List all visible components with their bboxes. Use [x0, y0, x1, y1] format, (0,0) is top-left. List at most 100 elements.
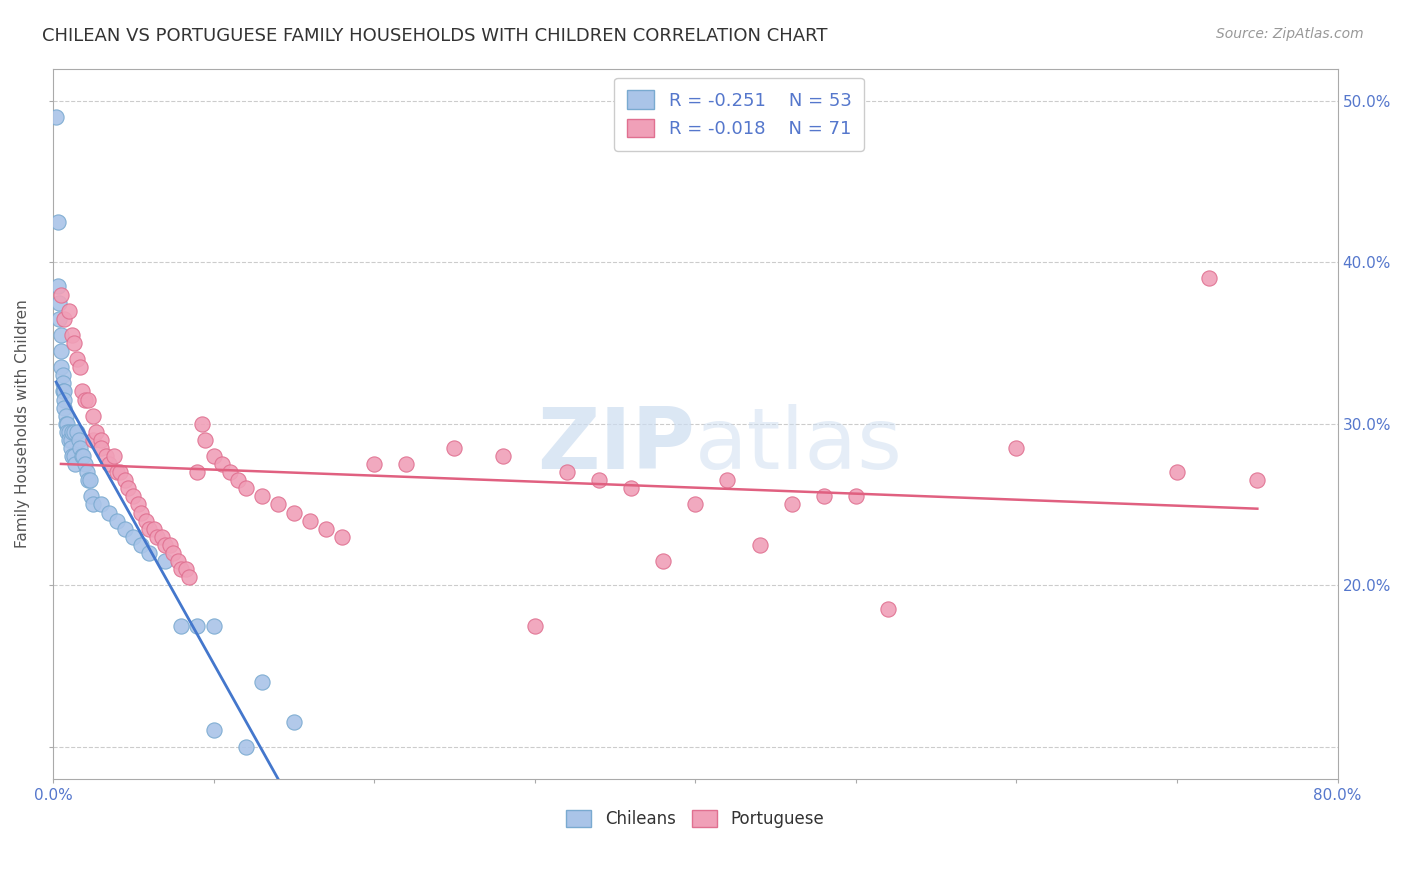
- Point: [114, 522, 136, 536]
- Point: [155, 554, 177, 568]
- Point: [53, 392, 76, 407]
- Point: [620, 481, 643, 495]
- Point: [66, 425, 89, 439]
- Point: [716, 473, 738, 487]
- Point: [555, 465, 578, 479]
- Point: [211, 457, 233, 471]
- Point: [62, 336, 84, 351]
- Point: [150, 530, 173, 544]
- Point: [51, 376, 73, 391]
- Point: [250, 489, 273, 503]
- Point: [84, 425, 107, 439]
- Point: [202, 723, 225, 738]
- Point: [45, 110, 67, 124]
- Point: [250, 675, 273, 690]
- Point: [315, 522, 337, 536]
- Point: [143, 522, 166, 536]
- Point: [49, 360, 72, 375]
- Point: [127, 498, 149, 512]
- Point: [105, 514, 128, 528]
- Point: [60, 449, 83, 463]
- Point: [267, 498, 290, 512]
- Point: [845, 489, 868, 503]
- Point: [129, 538, 152, 552]
- Point: [298, 514, 321, 528]
- Point: [105, 465, 128, 479]
- Point: [226, 473, 249, 487]
- Text: atlas: atlas: [696, 403, 903, 486]
- Point: [235, 481, 257, 495]
- Point: [170, 562, 193, 576]
- Point: [69, 441, 91, 455]
- Point: [73, 457, 96, 471]
- Point: [77, 473, 100, 487]
- Point: [82, 498, 104, 512]
- Point: [76, 465, 98, 479]
- Point: [53, 311, 76, 326]
- Point: [82, 409, 104, 423]
- Point: [51, 384, 73, 399]
- Point: [90, 441, 112, 455]
- Point: [1198, 271, 1220, 285]
- Point: [122, 489, 145, 503]
- Point: [79, 473, 101, 487]
- Point: [748, 538, 770, 552]
- Point: [60, 327, 83, 342]
- Point: [67, 433, 90, 447]
- Point: [159, 538, 181, 552]
- Point: [523, 618, 546, 632]
- Point: [186, 465, 208, 479]
- Point: [191, 417, 214, 431]
- Point: [146, 530, 169, 544]
- Point: [363, 457, 385, 471]
- Point: [98, 457, 121, 471]
- Point: [94, 449, 117, 463]
- Point: [53, 401, 76, 415]
- Point: [58, 433, 80, 447]
- Point: [49, 327, 72, 342]
- Point: [652, 554, 675, 568]
- Point: [443, 441, 465, 455]
- Legend: Chileans, Portuguese: Chileans, Portuguese: [560, 803, 831, 835]
- Point: [77, 392, 100, 407]
- Point: [55, 409, 77, 423]
- Point: [60, 425, 83, 439]
- Point: [179, 570, 201, 584]
- Point: [98, 506, 121, 520]
- Point: [135, 514, 157, 528]
- Text: CHILEAN VS PORTUGUESE FAMILY HOUSEHOLDS WITH CHILDREN CORRELATION CHART: CHILEAN VS PORTUGUESE FAMILY HOUSEHOLDS …: [42, 27, 828, 45]
- Text: ZIP: ZIP: [537, 403, 696, 486]
- Point: [110, 465, 132, 479]
- Point: [59, 433, 82, 447]
- Point: [117, 481, 139, 495]
- Point: [70, 384, 93, 399]
- Point: [588, 473, 610, 487]
- Point: [1246, 473, 1268, 487]
- Point: [780, 498, 803, 512]
- Point: [62, 425, 84, 439]
- Point: [49, 344, 72, 359]
- Point: [155, 538, 177, 552]
- Point: [877, 602, 900, 616]
- Point: [1005, 441, 1028, 455]
- Point: [65, 457, 87, 471]
- Point: [202, 618, 225, 632]
- Point: [56, 425, 79, 439]
- Point: [283, 506, 305, 520]
- Point: [194, 433, 217, 447]
- Point: [186, 618, 208, 632]
- Point: [70, 449, 93, 463]
- Point: [330, 530, 353, 544]
- Point: [129, 506, 152, 520]
- Point: [90, 433, 112, 447]
- Point: [82, 433, 104, 447]
- Point: [73, 392, 96, 407]
- Point: [62, 449, 84, 463]
- Point: [56, 417, 79, 431]
- Point: [162, 546, 184, 560]
- Point: [218, 465, 240, 479]
- Point: [491, 449, 513, 463]
- Point: [685, 498, 707, 512]
- Point: [58, 303, 80, 318]
- Point: [122, 530, 145, 544]
